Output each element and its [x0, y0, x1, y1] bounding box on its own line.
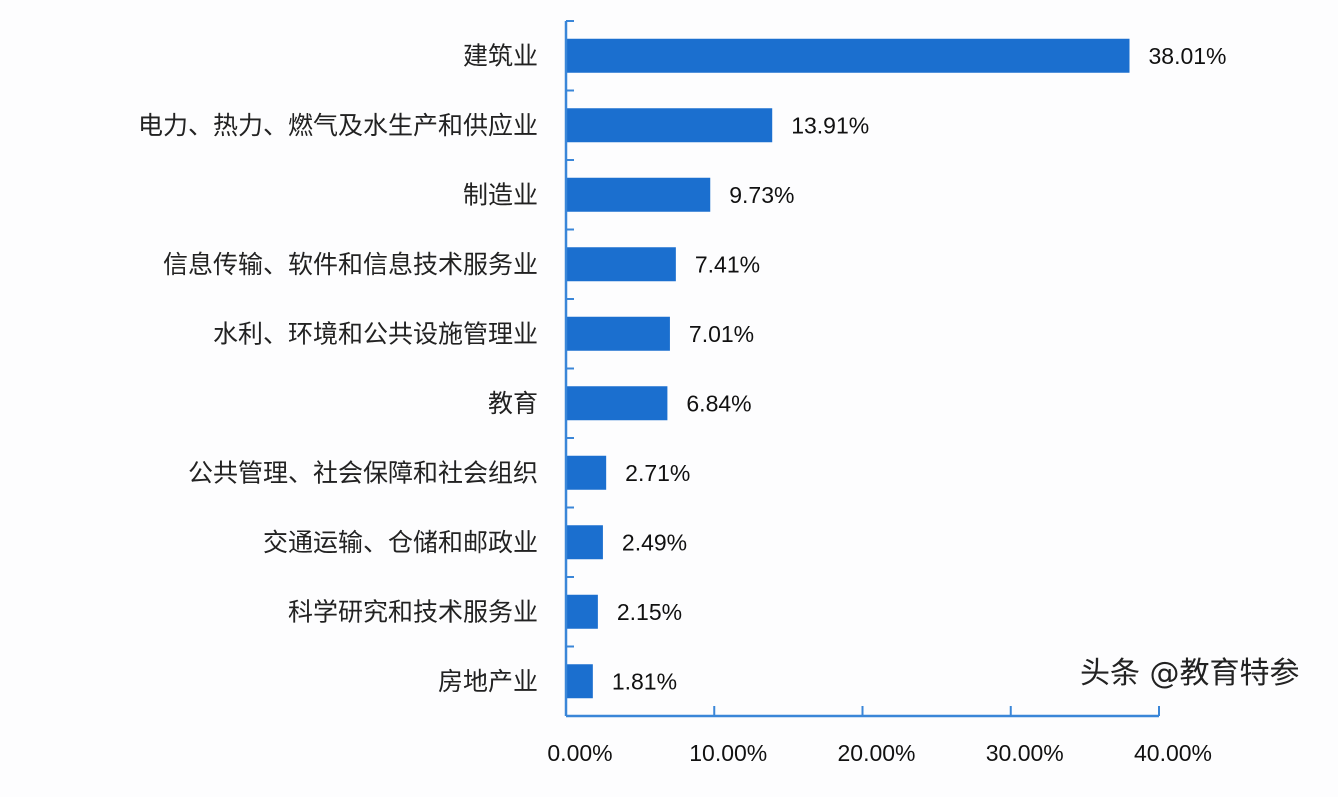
- x-tick-label: 10.00%: [689, 740, 767, 766]
- value-label: 7.01%: [689, 321, 754, 347]
- value-label: 7.41%: [695, 251, 760, 277]
- category-label: 制造业: [463, 180, 538, 209]
- bar: [566, 525, 603, 560]
- bar: [566, 386, 668, 421]
- category-label: 科学研究和技术服务业: [288, 597, 538, 626]
- category-label: 信息传输、软件和信息技术服务业: [163, 250, 538, 279]
- bar: [566, 177, 711, 212]
- value-label: 38.01%: [1148, 43, 1226, 69]
- x-tick-label: 20.00%: [837, 740, 915, 766]
- bar: [566, 108, 773, 143]
- bar: [566, 594, 598, 629]
- category-label: 房地产业: [438, 667, 538, 696]
- watermark: 头条 @教育特参: [1080, 656, 1300, 691]
- category-label: 建筑业: [463, 41, 538, 70]
- category-label: 交通运输、仓储和邮政业: [263, 528, 538, 557]
- bar: [566, 455, 607, 490]
- value-label: 6.84%: [686, 390, 751, 416]
- value-label: 13.91%: [791, 112, 869, 138]
- bar: [566, 316, 670, 351]
- x-tick-label: 0.00%: [547, 740, 612, 766]
- bar: [566, 247, 676, 282]
- bar: [566, 38, 1130, 73]
- x-tick-label: 40.00%: [1134, 740, 1212, 766]
- value-label: 9.73%: [729, 182, 794, 208]
- category-label: 公共管理、社会保障和社会组织: [188, 458, 538, 487]
- value-label: 2.15%: [617, 599, 682, 625]
- value-label: 2.71%: [625, 460, 690, 486]
- value-label: 1.81%: [612, 668, 677, 694]
- category-label: 教育: [488, 389, 538, 418]
- category-label: 水利、环境和公共设施管理业: [213, 319, 538, 348]
- x-tick-label: 30.00%: [986, 740, 1064, 766]
- category-label: 电力、热力、燃气及水生产和供应业: [138, 111, 538, 140]
- bar: [566, 664, 593, 699]
- value-label: 2.49%: [622, 529, 687, 555]
